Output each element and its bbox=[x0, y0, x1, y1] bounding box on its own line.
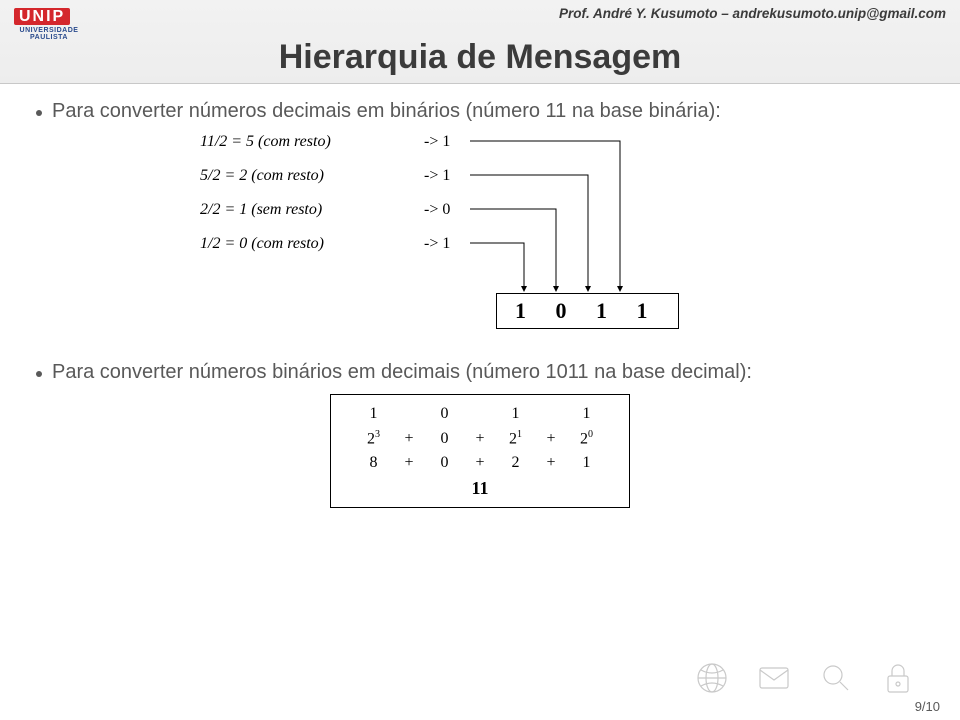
d2-bit-3: 1 bbox=[558, 405, 615, 423]
bullet-1-text: Para converter números decimais em binár… bbox=[52, 100, 721, 123]
d2-bit-2: 1 bbox=[487, 405, 544, 423]
d2-pow-1: 0 bbox=[416, 430, 473, 448]
d2-pow-0: 23 bbox=[345, 429, 402, 448]
footer-icons bbox=[690, 658, 920, 698]
binary-result-box: 1 0 1 1 bbox=[496, 293, 679, 329]
d2-val-1: 0 bbox=[416, 454, 473, 472]
d1-arr-3: -> 1 bbox=[424, 235, 464, 253]
header-bar: UNIP UNIVERSIDADE PAULISTA Prof. André Y… bbox=[0, 0, 960, 84]
binary-to-decimal-diagram: 1 0 1 1 23+ 0+ 21+ 20 8+ 0+ 2+ 1 11 bbox=[330, 394, 630, 508]
page-number: 9/10 bbox=[915, 699, 940, 714]
bullet-dot bbox=[36, 371, 42, 377]
professor-line: Prof. André Y. Kusumoto – andrekusumoto.… bbox=[559, 6, 946, 21]
d2-val-2: 2 bbox=[487, 454, 544, 472]
d2-bit-0: 1 bbox=[345, 405, 402, 423]
bullet-1: Para converter números decimais em binár… bbox=[36, 100, 924, 123]
d2-pow-3: 20 bbox=[558, 429, 615, 448]
d1-eq-1: 5/2 = 2 (com resto) bbox=[200, 167, 420, 185]
d2-val-0: 8 bbox=[345, 454, 402, 472]
d2-bits-row: 1 0 1 1 bbox=[345, 405, 615, 423]
decimal-to-binary-diagram: 11/2 = 5 (com resto) -> 1 5/2 = 2 (com r… bbox=[200, 133, 760, 343]
globe-icon bbox=[690, 658, 734, 698]
bullet-2: Para converter números binários em decim… bbox=[36, 361, 924, 384]
d2-sum: 11 bbox=[345, 478, 615, 499]
d1-eq-3: 1/2 = 0 (com resto) bbox=[200, 235, 420, 253]
unip-logo: UNIP UNIVERSIDADE PAULISTA bbox=[14, 8, 84, 41]
search-icon bbox=[814, 658, 858, 698]
d2-powers-row: 23+ 0+ 21+ 20 bbox=[345, 429, 615, 448]
d1-arr-0: -> 1 bbox=[424, 133, 464, 151]
d2-val-3: 1 bbox=[558, 454, 615, 472]
d2-bit-1: 0 bbox=[416, 405, 473, 423]
lock-icon bbox=[876, 658, 920, 698]
bullet-2-text: Para converter números binários em decim… bbox=[52, 361, 752, 384]
binary-result: 1 0 1 1 bbox=[496, 293, 679, 329]
d1-eq-2: 2/2 = 1 (sem resto) bbox=[200, 201, 420, 219]
d1-arr-2: -> 0 bbox=[424, 201, 464, 219]
d1-arr-1: -> 1 bbox=[424, 167, 464, 185]
d1-eq-0: 11/2 = 5 (com resto) bbox=[200, 133, 420, 151]
content-area: Para converter números decimais em binár… bbox=[36, 100, 924, 508]
slide-title: Hierarquia de Mensagem bbox=[0, 38, 960, 77]
bullet-dot bbox=[36, 110, 42, 116]
logo-main: UNIP bbox=[14, 8, 70, 25]
d2-values-row: 8+ 0+ 2+ 1 bbox=[345, 454, 615, 472]
d2-pow-2: 21 bbox=[487, 429, 544, 448]
mail-icon bbox=[752, 658, 796, 698]
